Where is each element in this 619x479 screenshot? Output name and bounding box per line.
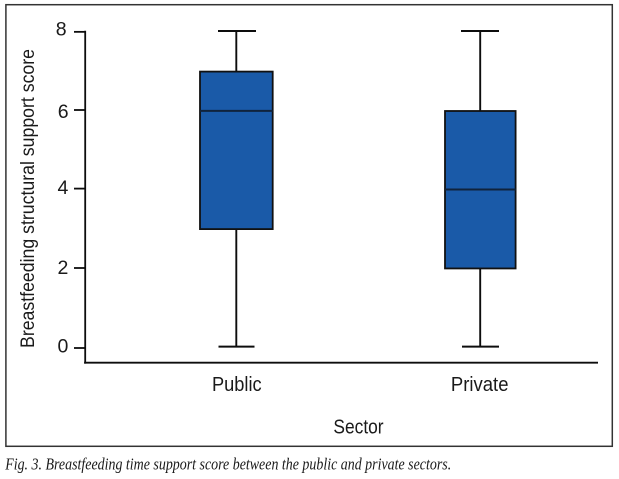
- svg-text:2: 2: [57, 257, 68, 279]
- svg-text:6: 6: [58, 101, 69, 123]
- svg-text:Fig. 3. Breastfeeding time sup: Fig. 3. Breastfeeding time support score…: [4, 455, 451, 474]
- svg-text:4: 4: [57, 177, 68, 199]
- svg-text:Breastfeeding structural suppo: Breastfeeding structural support score: [18, 49, 39, 348]
- svg-text:8: 8: [56, 18, 67, 40]
- svg-text:Sector: Sector: [333, 416, 383, 438]
- svg-text:0: 0: [57, 336, 68, 358]
- svg-text:Private: Private: [451, 374, 509, 396]
- svg-text:Public: Public: [212, 374, 262, 396]
